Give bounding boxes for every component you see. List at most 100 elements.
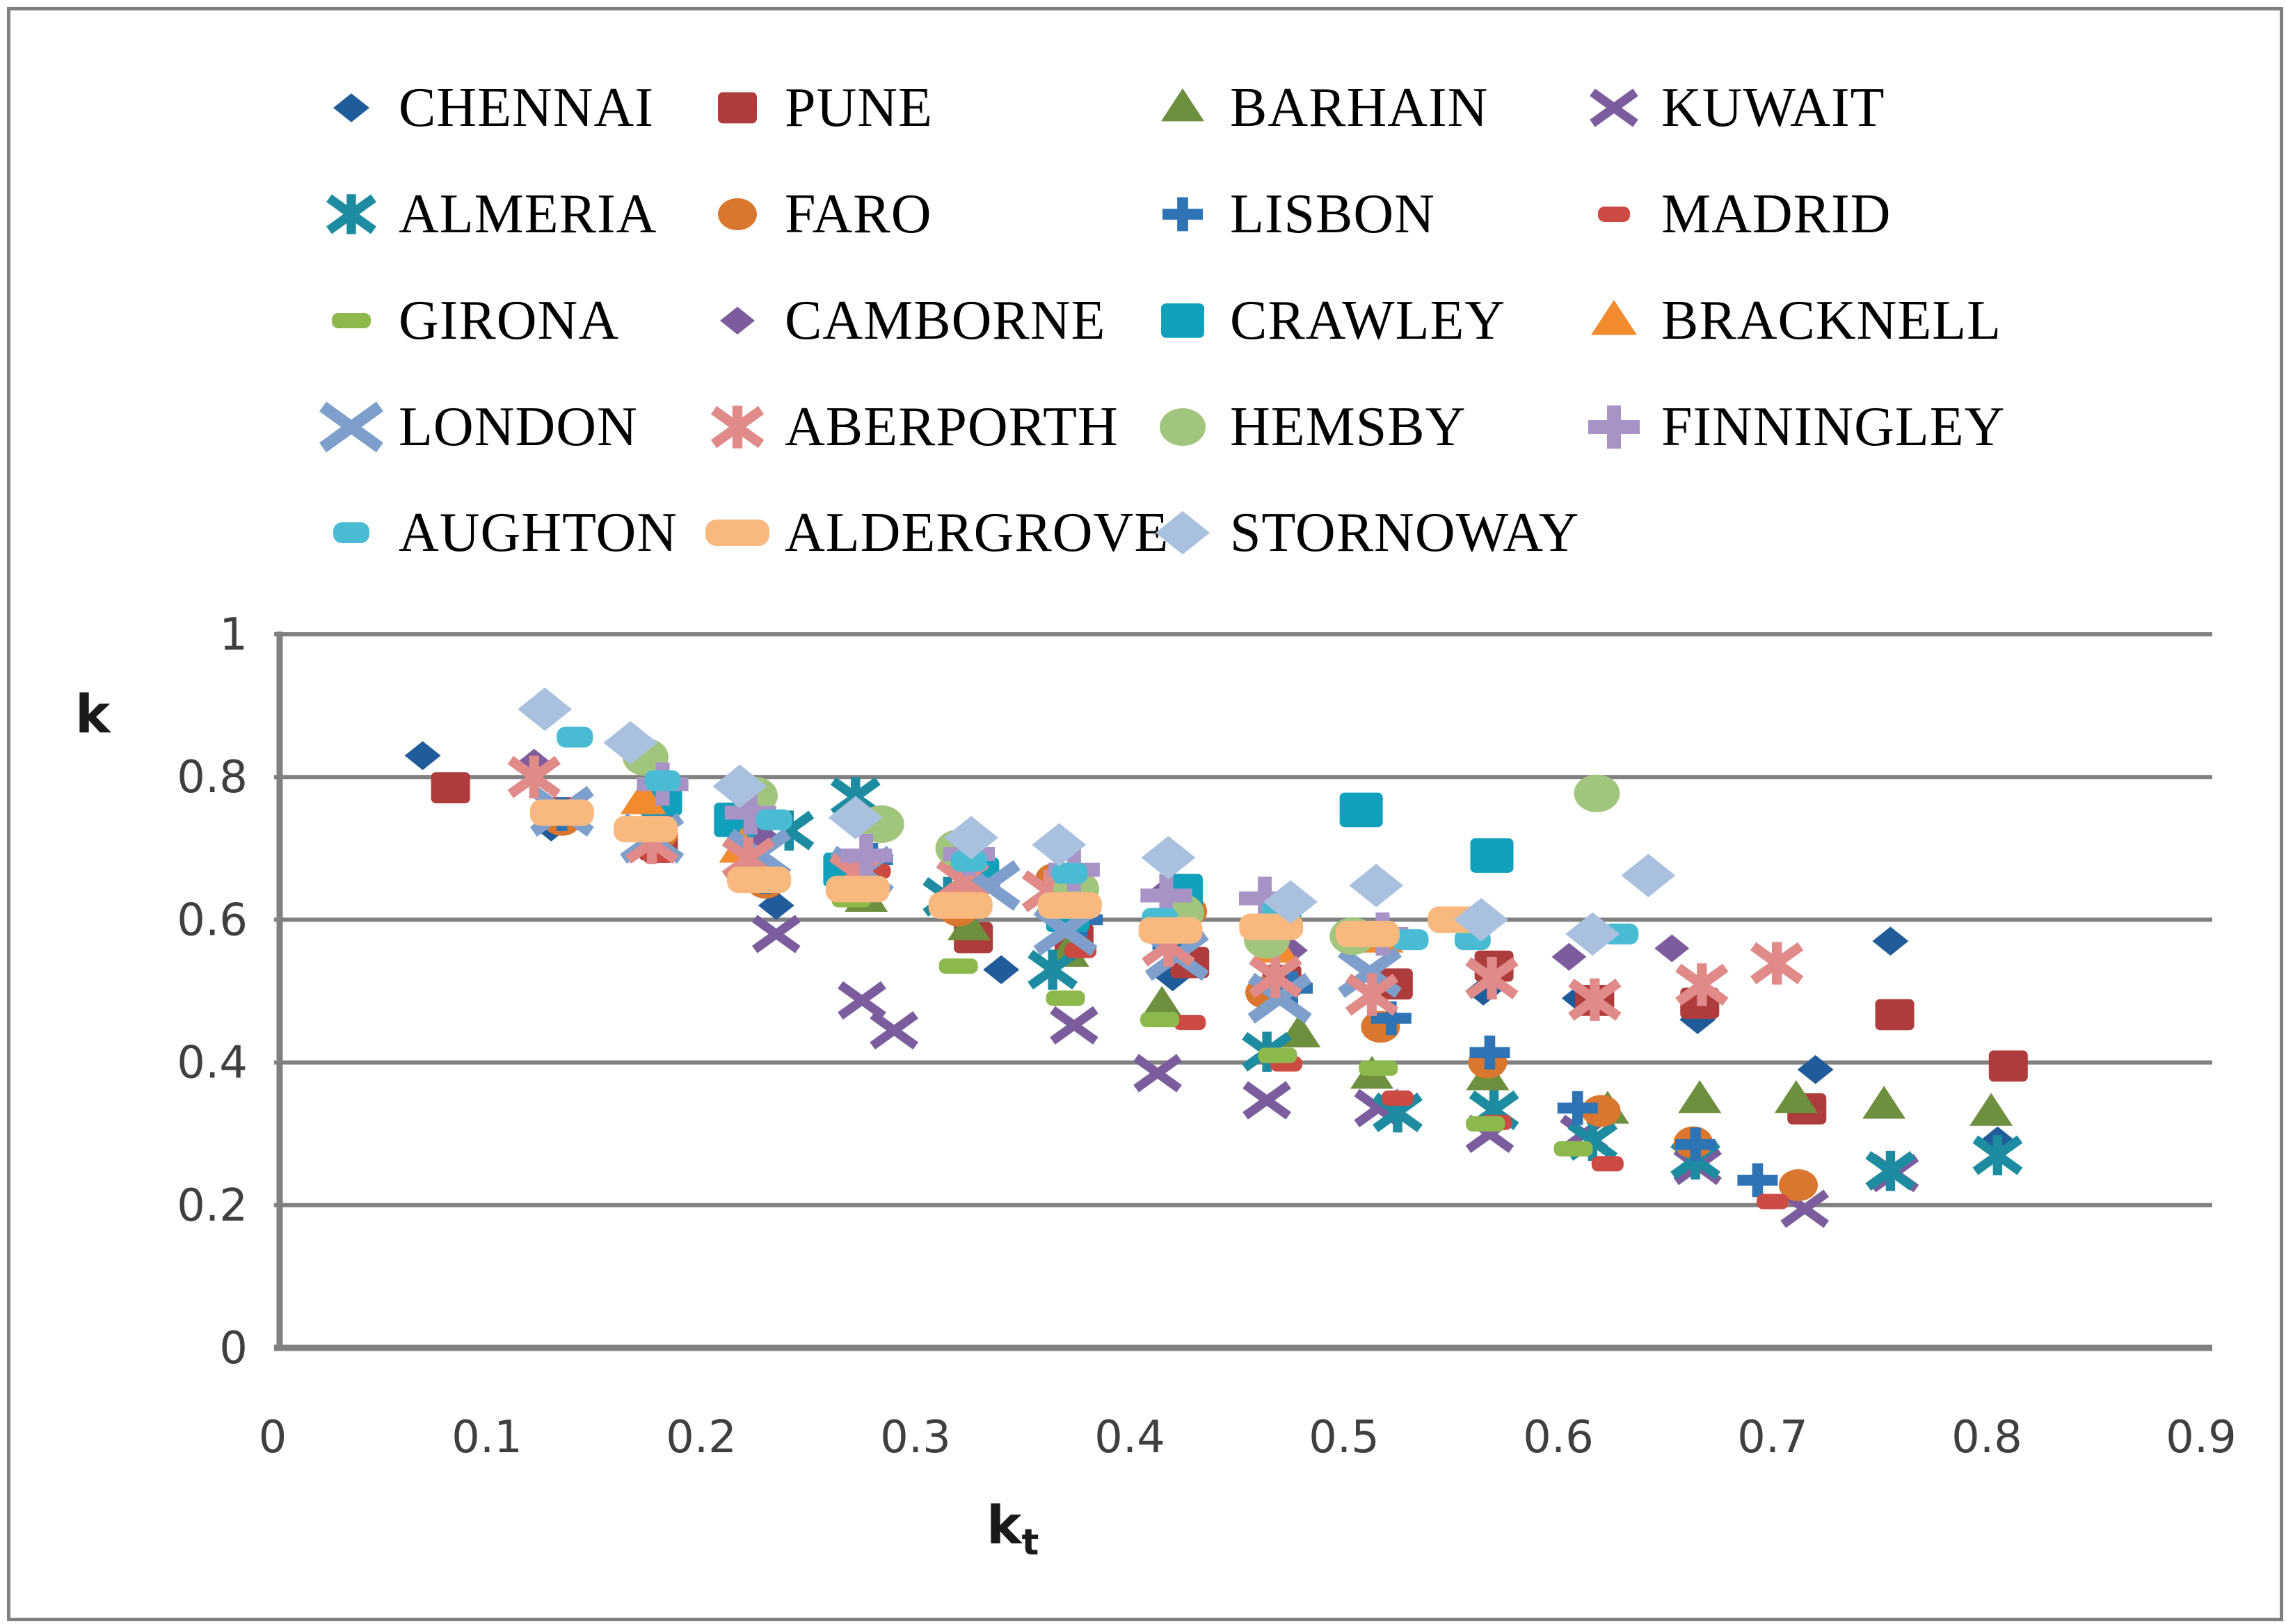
girona-point — [1553, 1141, 1593, 1157]
series-madrid — [642, 848, 1789, 1209]
x-axis-title: kt — [986, 1494, 1039, 1563]
x-tick-0.4: 0.4 — [1094, 1412, 1165, 1463]
girona-point — [1046, 990, 1085, 1006]
legend-label-faro: FARO — [785, 184, 932, 245]
legend-label-girona: GIRONA — [399, 290, 620, 351]
y-tick-0.6: 0.6 — [177, 894, 248, 946]
stornoway-point — [1141, 835, 1196, 880]
barhain-point — [1969, 1093, 2013, 1126]
girona-point — [1359, 1060, 1398, 1076]
aldergrove-point — [529, 799, 594, 826]
pune-point — [431, 772, 470, 803]
y-tick-0.2: 0.2 — [177, 1180, 248, 1232]
camborne-point — [1551, 942, 1587, 971]
legend-label-chennai: CHENNAI — [399, 77, 654, 138]
series-aldergrove — [529, 799, 1492, 947]
x-axis-title-base: k — [986, 1494, 1022, 1556]
legend-label-aughton: AUGHTON — [399, 502, 678, 563]
kuwait-point — [838, 981, 886, 1020]
madrid-legend-marker-icon — [1598, 207, 1630, 222]
legend-item-aughton: AUGHTON — [311, 492, 678, 573]
x-tick-0.3: 0.3 — [880, 1412, 951, 1463]
legend-item-madrid: MADRID — [1574, 174, 1891, 255]
aldergrove-point — [825, 876, 890, 903]
chennai-point — [983, 955, 1020, 985]
aberporth-point — [1568, 978, 1622, 1021]
hemsby-point — [1574, 774, 1620, 812]
legend-item-barhain: BARHAIN — [1142, 67, 1488, 148]
barhain-point — [1140, 986, 1184, 1019]
barhain-point — [1862, 1086, 1906, 1119]
chennai-point — [1797, 1055, 1834, 1084]
barhain-point — [1678, 1079, 1722, 1114]
lisbon-point — [1675, 1127, 1716, 1161]
legend-label-stornoway: STORNOWAY — [1230, 502, 1580, 563]
stornoway-point — [1032, 823, 1087, 867]
hemsby-legend-marker-icon — [1160, 408, 1206, 447]
girona-point — [938, 958, 978, 974]
legend-label-aberporth: ABERPORTH — [785, 396, 1119, 458]
camborne-legend-marker-icon — [720, 307, 755, 335]
stornoway-legend-marker-icon — [1156, 510, 1210, 555]
aldergrove-point — [1037, 892, 1102, 919]
aughton-point — [951, 851, 987, 872]
girona-point — [1466, 1116, 1505, 1132]
chennai-legend-marker-icon — [333, 93, 369, 122]
legend-item-camborne: CAMBORNE — [697, 280, 1105, 361]
legend-item-hemsby: HEMSBY — [1142, 387, 1466, 467]
aberporth-point — [1345, 973, 1399, 1016]
aughton-legend-marker-icon — [333, 522, 369, 543]
aldergrove-point — [727, 866, 792, 893]
almeria-point — [1865, 1150, 1916, 1191]
stornoway-point — [1349, 863, 1404, 908]
legend-label-barhain: BARHAIN — [1230, 77, 1489, 138]
barhain-legend-marker-icon — [1161, 88, 1204, 122]
kuwait-point — [1242, 1081, 1291, 1120]
x-tick-0: 0 — [259, 1412, 287, 1463]
stornoway-point — [1263, 880, 1318, 924]
aldergrove-point — [928, 892, 993, 919]
legend-item-pune: PUNE — [697, 67, 933, 148]
stornoway-point — [1565, 912, 1620, 956]
legend-label-madrid: MADRID — [1661, 184, 1892, 245]
legend-label-almeria: ALMERIA — [399, 184, 657, 245]
legend-label-london: LONDON — [399, 396, 638, 458]
legend-label-crawley: CRAWLEY — [1230, 290, 1506, 351]
almeria-legend-marker-icon — [326, 194, 376, 234]
stornoway-point — [944, 816, 999, 860]
crawley-point — [1339, 792, 1383, 828]
madrid-point — [1174, 1015, 1206, 1031]
x-tick-0.2: 0.2 — [666, 1412, 737, 1463]
bracknell-legend-marker-icon — [1591, 300, 1637, 335]
london-legend-marker-icon — [319, 401, 384, 453]
girona-point — [1258, 1047, 1297, 1063]
x-tick-0.6: 0.6 — [1523, 1412, 1594, 1463]
legend-label-aldergrove: ALDERGROVE — [785, 502, 1169, 563]
crawley-legend-marker-icon — [1161, 303, 1204, 338]
chennai-point — [404, 741, 441, 771]
kuwait-legend-marker-icon — [1590, 88, 1638, 127]
y-axis-title: k — [75, 683, 111, 745]
pune-point — [1875, 999, 1915, 1031]
kuwait-point — [870, 1011, 919, 1050]
aberporth-point — [1675, 963, 1729, 1006]
kuwait-point — [1133, 1054, 1182, 1093]
aberporth-point — [1750, 942, 1804, 985]
stornoway-point — [518, 687, 573, 731]
legend-item-girona: GIRONA — [311, 280, 619, 361]
legend-label-hemsby: HEMSBY — [1230, 396, 1466, 458]
madrid-point — [1757, 1193, 1789, 1209]
legend-item-aldergrove: ALDERGROVE — [697, 492, 1169, 573]
kuwait-point — [1050, 1006, 1098, 1045]
madrid-point — [1382, 1090, 1414, 1106]
legend-label-camborne: CAMBORNE — [785, 290, 1106, 351]
aughton-point — [557, 726, 593, 748]
series-stornoway — [518, 687, 1676, 956]
x-axis-title-sub: t — [1021, 1522, 1039, 1564]
legend-item-finningley: FINNINGLEY — [1574, 387, 2005, 467]
legend-item-almeria: ALMERIA — [311, 174, 657, 255]
legend-item-lisbon: LISBON — [1142, 174, 1435, 255]
barhain-point — [948, 907, 991, 940]
